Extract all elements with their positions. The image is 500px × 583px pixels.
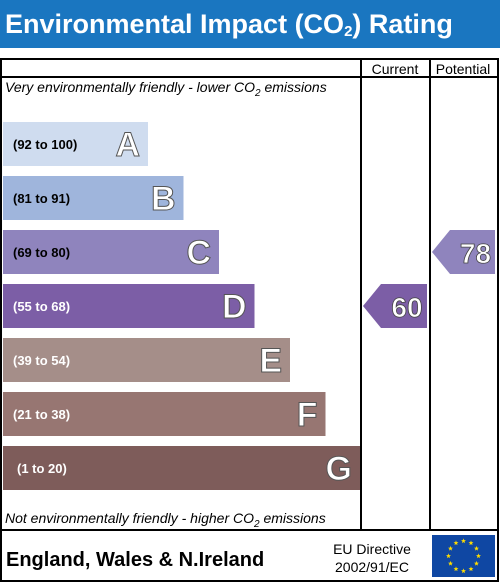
eu-star-icon: [468, 540, 474, 546]
column-header-current: Current: [372, 61, 419, 77]
band-letter-c: C: [186, 234, 211, 272]
bar-f: [3, 392, 326, 436]
bottom-note-suffix: emissions: [260, 510, 326, 526]
top-note-prefix: Very environmentally friendly - lower CO: [5, 79, 255, 95]
frame: [0, 58, 499, 582]
top-note-suffix: emissions: [261, 79, 327, 95]
bar-c: [3, 230, 219, 274]
bottom-note-prefix: Not environmentally friendly - higher CO: [5, 510, 254, 526]
range-label-e: (39 to 54): [13, 353, 70, 368]
eu-star-icon: [461, 538, 466, 544]
potential-marker: [432, 230, 495, 274]
eu-star-icon: [453, 566, 459, 572]
bottom-note-subscript: 2: [253, 519, 260, 530]
current-value: 60: [391, 292, 422, 323]
range-label-c: (69 to 80): [13, 245, 70, 260]
footer-directive-line1: EU Directive: [333, 541, 411, 557]
eu-star-icon: [448, 545, 453, 551]
range-label-g: (1 to 20): [17, 461, 67, 476]
eu-flag-icon: [432, 535, 495, 577]
eu-star-icon: [461, 568, 466, 574]
top-note: Very environmentally friendly - lower CO…: [5, 79, 327, 99]
footer-region: England, Wales & N.Ireland: [6, 549, 264, 571]
range-label-f: (21 to 38): [13, 407, 70, 422]
title-subscript: 2: [344, 23, 353, 40]
bar-g: [3, 446, 360, 490]
chart-title: Environmental Impact (CO2) Rating: [0, 0, 500, 48]
bar-b: [3, 176, 184, 220]
title-suffix: ) Rating: [352, 9, 453, 39]
band-letter-f: F: [297, 396, 318, 434]
eu-star-icon: [474, 560, 479, 566]
eu-star-icon: [474, 545, 479, 551]
bar-e: [3, 338, 290, 382]
column-header-potential: Potential: [436, 61, 490, 77]
range-label-d: (55 to 68): [13, 299, 70, 314]
current-marker: [363, 284, 427, 328]
potential-value: 78: [460, 238, 491, 269]
band-letter-e: E: [259, 342, 282, 380]
outer-border: [0, 58, 499, 582]
top-note-subscript: 2: [254, 88, 261, 99]
rating-bars: (92 to 100) A (81 to 91) B (69 to 80) C (55 to…: [3, 122, 360, 490]
eu-star-icon: [468, 566, 474, 572]
rating-markers: 60 78: [363, 230, 495, 328]
band-letter-a: A: [115, 126, 140, 164]
eu-star-icon: [446, 553, 451, 559]
eu-star-icon: [453, 540, 459, 546]
range-label-b: (81 to 91): [13, 191, 70, 206]
range-label-a: (92 to 100): [13, 137, 77, 152]
title-prefix: Environmental Impact (CO: [5, 9, 345, 39]
band-letter-g: G: [326, 450, 352, 488]
footer-directive-line2: 2002/91/EC: [335, 559, 409, 575]
eu-star-icon: [476, 553, 481, 559]
band-letter-b: B: [151, 180, 176, 218]
bottom-note: Not environmentally friendly - higher CO…: [5, 510, 326, 530]
eu-star-icon: [448, 560, 453, 566]
bar-d: [3, 284, 255, 328]
bar-a: [3, 122, 148, 166]
band-letter-d: D: [222, 288, 247, 326]
